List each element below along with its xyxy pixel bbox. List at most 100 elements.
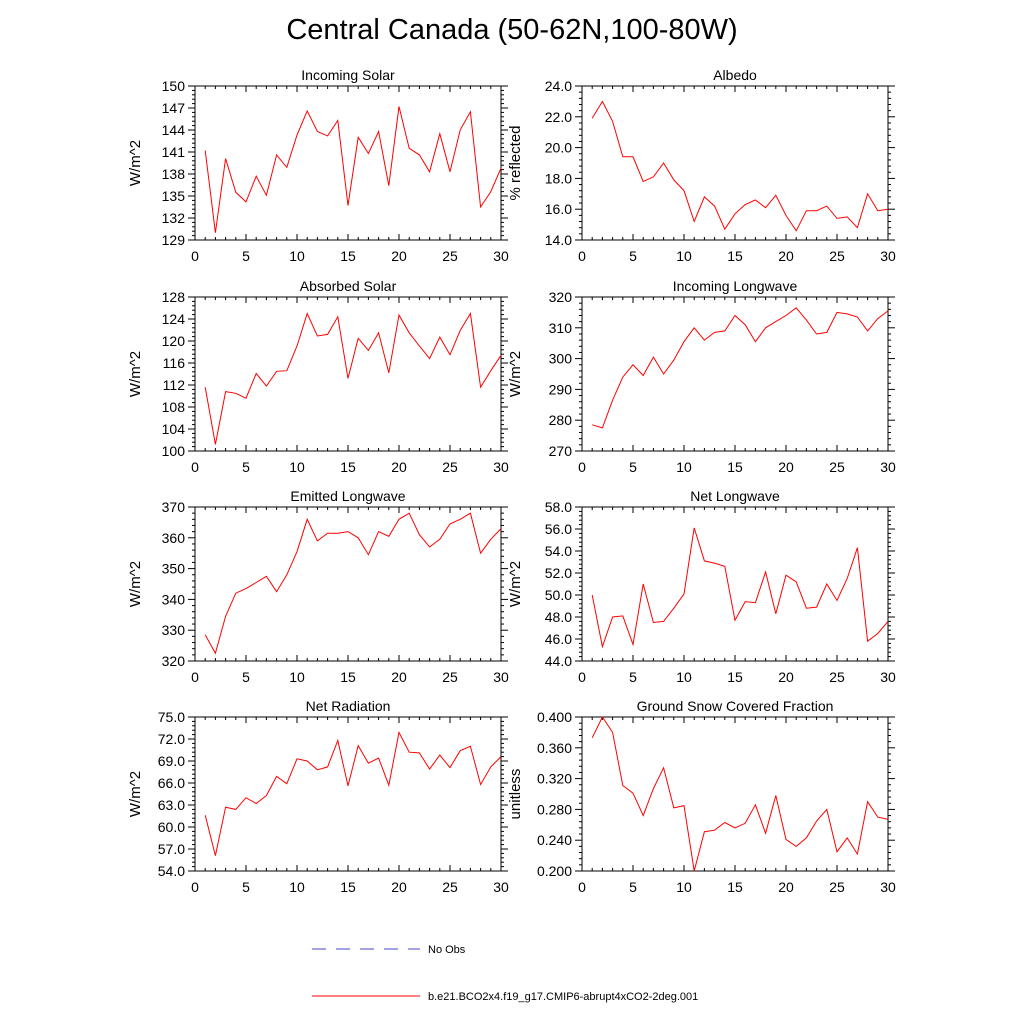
net-radiation-title: Net Radiation [306, 698, 391, 714]
incoming-solar-title: Incoming Solar [301, 67, 395, 83]
emitted-longwave-ylabel: W/m^2 [127, 561, 144, 607]
absorbed-solar-ylabel: W/m^2 [127, 351, 144, 397]
emitted-longwave-xtick-label: 5 [242, 669, 250, 685]
absorbed-solar-ytick-label: 116 [163, 355, 186, 371]
absorbed-solar-title: Absorbed Solar [300, 278, 397, 294]
net-radiation-series-line [204, 730, 502, 856]
panel-incoming-longwave: Incoming Longwave W/m^2 0 5 10 15 20 25 30 270 280… [507, 278, 896, 475]
emitted-longwave-ytick-label: 330 [162, 622, 186, 638]
incoming-longwave-ytick-label: 300 [549, 351, 573, 367]
emitted-longwave-ytick-label: 320 [162, 653, 186, 669]
albedo-ytick-label: 18.0 [545, 170, 572, 186]
emitted-longwave-xtick-label: 25 [442, 669, 458, 685]
incoming-longwave-series-line [592, 307, 889, 429]
legend-model-label: b.e21.BCO2x4.f19_g17.CMIP6-abrupt4xCO2-2… [428, 991, 698, 1003]
net-radiation-ytick-label: 57.0 [158, 841, 185, 857]
incoming-longwave-ytick-label: 270 [549, 443, 573, 459]
ground-snow-covered-fraction-xtick-label: 25 [829, 879, 845, 895]
net-radiation-xtick-label: 15 [340, 879, 356, 895]
net-radiation-xtick-label: 20 [391, 879, 407, 895]
net-longwave-title: Net Longwave [690, 488, 780, 504]
ground-snow-covered-fraction-ytick-label: 0.320 [537, 771, 572, 787]
emitted-longwave-ytick-label: 360 [162, 530, 186, 546]
emitted-longwave-title: Emitted Longwave [290, 488, 405, 504]
net-longwave-series-line [591, 527, 889, 649]
incoming-solar-xtick-label: 5 [242, 248, 250, 264]
ground-snow-covered-fraction-ytick-label: 0.280 [537, 801, 572, 817]
panel-incoming-solar: Incoming Solar W/m^2 0 5 10 15 20 25 30 129 132 135… [127, 67, 509, 264]
emitted-longwave-series-line [204, 512, 502, 655]
net-radiation-ytick-label: 54.0 [158, 863, 185, 879]
legend-obs-label: No Obs [428, 944, 466, 956]
albedo-xtick-label: 15 [727, 248, 743, 264]
absorbed-solar-xtick-label: 25 [442, 459, 458, 475]
albedo-ylabel: % reflected [507, 125, 524, 200]
net-longwave-ytick-label: 48.0 [545, 609, 572, 625]
net-radiation-xtick-label: 0 [191, 879, 199, 895]
albedo-xtick-label: 30 [880, 248, 896, 264]
incoming-solar-ylabel: W/m^2 [127, 140, 144, 186]
absorbed-solar-ytick-label: 112 [163, 377, 186, 393]
ground-snow-covered-fraction-ytick-label: 0.360 [537, 740, 572, 756]
ground-snow-covered-fraction-ytick-label: 0.240 [537, 832, 572, 848]
incoming-longwave-title: Incoming Longwave [673, 278, 798, 294]
incoming-solar-xtick-label: 20 [391, 248, 407, 264]
incoming-solar-ytick-label: 138 [162, 166, 186, 182]
incoming-solar-xtick-label: 15 [340, 248, 356, 264]
net-longwave-xtick-label: 15 [727, 669, 743, 685]
net-radiation-xtick-label: 30 [493, 879, 509, 895]
emitted-longwave-xtick-label: 10 [289, 669, 305, 685]
ground-snow-covered-fraction-title: Ground Snow Covered Fraction [637, 698, 834, 714]
albedo-xtick-label: 10 [676, 248, 692, 264]
ground-snow-covered-fraction-ylabel: unitless [507, 769, 524, 820]
absorbed-solar-ytick-label: 120 [162, 333, 186, 349]
net-radiation-ytick-label: 72.0 [158, 731, 185, 747]
incoming-longwave-xtick-label: 0 [578, 459, 586, 475]
albedo-xtick-label: 25 [829, 248, 845, 264]
absorbed-solar-ytick-label: 100 [162, 443, 186, 459]
ground-snow-covered-fraction-xtick-label: 10 [676, 879, 692, 895]
emitted-longwave-ytick-label: 340 [162, 591, 186, 607]
absorbed-solar-xtick-label: 20 [391, 459, 407, 475]
albedo-ytick-label: 14.0 [545, 232, 572, 248]
net-longwave-ytick-label: 56.0 [545, 521, 572, 537]
incoming-solar-xtick-label: 30 [493, 248, 509, 264]
absorbed-solar-ytick-label: 108 [162, 399, 186, 415]
incoming-longwave-xtick-label: 10 [676, 459, 692, 475]
ground-snow-covered-fraction-series-line [591, 715, 889, 872]
panel-absorbed-solar: Absorbed Solar W/m^2 0 5 10 15 20 25 30 100 104 108… [127, 278, 509, 475]
incoming-solar-series-line [204, 106, 502, 233]
albedo-xtick-label: 20 [778, 248, 794, 264]
net-radiation-xtick-label: 10 [289, 879, 305, 895]
net-radiation-ytick-label: 69.0 [158, 753, 185, 769]
ground-snow-covered-fraction-xtick-label: 5 [629, 879, 637, 895]
emitted-longwave-ytick-label: 350 [162, 561, 186, 577]
incoming-solar-ytick-label: 144 [162, 122, 186, 138]
emitted-longwave-xtick-label: 20 [391, 669, 407, 685]
absorbed-solar-xtick-label: 15 [340, 459, 356, 475]
incoming-longwave-xtick-label: 5 [629, 459, 637, 475]
albedo-title: Albedo [713, 67, 757, 83]
net-longwave-xtick-label: 0 [578, 669, 586, 685]
emitted-longwave-xtick-label: 15 [340, 669, 356, 685]
incoming-solar-ytick-label: 150 [162, 78, 186, 94]
emitted-longwave-ytick-label: 370 [162, 499, 186, 515]
absorbed-solar-ytick-label: 128 [162, 289, 186, 305]
absorbed-solar-ytick-label: 124 [162, 311, 186, 327]
incoming-solar-ytick-label: 141 [162, 144, 186, 160]
net-longwave-xtick-label: 30 [880, 669, 896, 685]
net-longwave-ytick-label: 44.0 [545, 653, 572, 669]
ground-snow-covered-fraction-xtick-label: 0 [578, 879, 586, 895]
absorbed-solar-xtick-label: 30 [493, 459, 509, 475]
page-title: Central Canada (50-62N,100-80W) [286, 14, 738, 46]
net-radiation-ytick-label: 66.0 [158, 775, 185, 791]
net-longwave-ytick-label: 58.0 [545, 499, 572, 515]
incoming-longwave-xtick-label: 25 [829, 459, 845, 475]
net-radiation-ytick-label: 63.0 [158, 797, 185, 813]
absorbed-solar-ytick-label: 104 [162, 421, 186, 437]
panel-emitted-longwave: Emitted Longwave W/m^2 0 5 10 15 20 25 30 320 330 3… [127, 488, 509, 685]
albedo-series-line [591, 100, 889, 232]
incoming-longwave-ytick-label: 310 [549, 320, 573, 336]
